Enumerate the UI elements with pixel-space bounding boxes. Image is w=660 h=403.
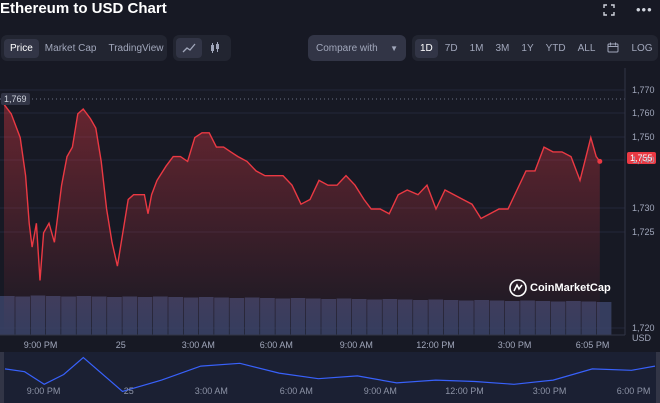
candlestick-icon[interactable] bbox=[202, 38, 228, 58]
y-tick-label: 1,760 bbox=[632, 108, 655, 118]
navigator-x-tick-label: 6:00 PM bbox=[616, 386, 651, 396]
x-tick-label: 6:05 PM bbox=[575, 340, 610, 350]
navigator-x-tick-label: 25 bbox=[123, 386, 134, 396]
tab-market-cap[interactable]: Market Cap bbox=[44, 42, 97, 54]
log-scale-toggle[interactable]: LOG bbox=[631, 42, 653, 54]
x-tick-label: 25 bbox=[115, 340, 126, 350]
navigator-x-tick-label: 3:00 AM bbox=[194, 386, 228, 396]
navigator-x-tick-label: 3:00 PM bbox=[532, 386, 567, 396]
range-all[interactable]: ALL bbox=[577, 42, 596, 54]
navigator-handle-right bbox=[656, 352, 660, 403]
navigator-x-tick-label: 6:00 AM bbox=[279, 386, 313, 396]
price-area bbox=[4, 104, 600, 335]
page-title: Ethereum to USD Chart bbox=[0, 0, 167, 17]
navigator-x-tick-label: 12:00 PM bbox=[445, 386, 484, 396]
tab-price[interactable]: Price bbox=[4, 38, 39, 58]
navigator-handle-left bbox=[0, 352, 4, 403]
y-axis-unit: USD bbox=[632, 333, 652, 343]
tab-tradingview[interactable]: TradingView bbox=[108, 42, 164, 54]
open-price-tag: 1,769 bbox=[1, 93, 30, 105]
y-tick-label: 1,770 bbox=[632, 85, 655, 95]
more-icon[interactable]: ••• bbox=[636, 2, 653, 17]
price-line bbox=[3, 103, 601, 281]
x-tick-label: 3:00 PM bbox=[497, 340, 532, 350]
y-tick-label: 1,750 bbox=[632, 132, 655, 142]
range-1m[interactable]: 1M bbox=[469, 42, 484, 54]
range-3m[interactable]: 3M bbox=[495, 42, 510, 54]
last-price-dot bbox=[597, 158, 603, 164]
y-tick-label: 1,720 bbox=[632, 323, 655, 333]
brand-name: CoinMarketCap bbox=[530, 282, 611, 294]
y-tick-label: 1,740 bbox=[632, 155, 655, 165]
y-tick-label: 1,725 bbox=[632, 227, 655, 237]
range-1y[interactable]: 1Y bbox=[521, 42, 534, 54]
time-range-tabs: 1D 7D 1M 3M 1Y YTD ALL LOG bbox=[412, 35, 658, 61]
navigator-line bbox=[4, 356, 656, 393]
x-tick-label: 12:00 PM bbox=[416, 340, 455, 350]
y-tick-label: 1,730 bbox=[632, 203, 655, 213]
compare-label: Compare with bbox=[316, 42, 378, 54]
navigator bbox=[0, 352, 660, 403]
chart-type-tabs: Price Market Cap TradingView bbox=[1, 35, 167, 61]
volume-bar bbox=[596, 302, 612, 335]
navigator-x-tick-label: 9:00 PM bbox=[26, 386, 61, 396]
x-tick-label: 3:00 AM bbox=[181, 340, 215, 350]
range-ytd[interactable]: YTD bbox=[545, 42, 566, 54]
range-7d[interactable]: 7D bbox=[444, 42, 458, 54]
line-chart-icon[interactable] bbox=[176, 38, 202, 58]
x-tick-label: 9:00 PM bbox=[23, 340, 58, 350]
navigator-x-tick-label: 9:00 AM bbox=[363, 386, 397, 396]
calendar-icon[interactable] bbox=[602, 38, 624, 57]
current-price-tag: 1,755 bbox=[627, 152, 656, 164]
x-tick-label: 9:00 AM bbox=[339, 340, 373, 350]
range-1d[interactable]: 1D bbox=[415, 38, 438, 58]
compare-with-dropdown[interactable]: Compare with ▼ bbox=[308, 35, 406, 61]
fullscreen-icon[interactable] bbox=[603, 4, 615, 19]
x-tick-label: 6:00 AM bbox=[259, 340, 293, 350]
chart-style-toggle bbox=[173, 35, 231, 61]
coinmarketcap-logo-icon bbox=[509, 279, 527, 297]
chevron-down-icon: ▼ bbox=[390, 43, 398, 53]
